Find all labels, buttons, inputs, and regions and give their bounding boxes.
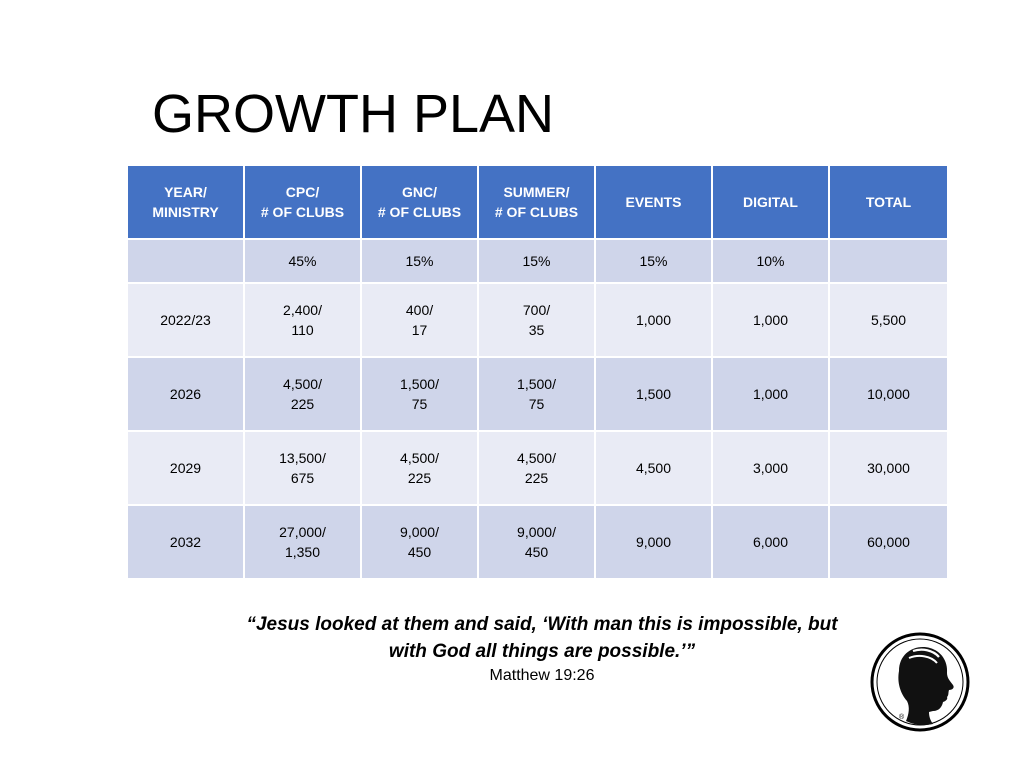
scripture-quote: “Jesus looked at them and said, ‘With ma… — [246, 614, 838, 662]
header-digital: DIGITAL — [711, 164, 830, 240]
cpc-cell: 13,500/675 — [243, 430, 362, 506]
table-row: 2032 27,000/1,350 9,000/450 9,000/450 9,… — [126, 504, 949, 580]
scripture-citation: Matthew 19:26 — [489, 667, 595, 684]
percent-cell — [126, 238, 245, 284]
table-row: 2026 4,500/225 1,500/75 1,500/75 1,500 1… — [126, 356, 949, 432]
total-cell: 10,000 — [828, 356, 949, 432]
summer-cell: 700/35 — [477, 282, 596, 358]
percent-cell: 45% — [243, 238, 362, 284]
digital-cell: 3,000 — [711, 430, 830, 506]
child-profile-logo-icon: ® — [870, 632, 970, 732]
percent-cell — [828, 238, 949, 284]
year-cell: 2022/23 — [126, 282, 245, 358]
summer-cell: 4,500/225 — [477, 430, 596, 506]
digital-cell: 1,000 — [711, 356, 830, 432]
header-gnc: GNC/# OF CLUBS — [360, 164, 479, 240]
gnc-cell: 400/17 — [360, 282, 479, 358]
year-cell: 2032 — [126, 504, 245, 580]
percent-row: 45% 15% 15% 15% 10% — [126, 238, 949, 284]
percent-cell: 10% — [711, 238, 830, 284]
table-row: 2022/23 2,400/110 400/17 700/35 1,000 1,… — [126, 282, 949, 358]
events-cell: 1,500 — [594, 356, 713, 432]
cpc-cell: 2,400/110 — [243, 282, 362, 358]
events-cell: 4,500 — [594, 430, 713, 506]
growth-plan-table: YEAR/MINISTRY CPC/# OF CLUBS GNC/# OF CL… — [126, 164, 949, 580]
gnc-cell: 9,000/450 — [360, 504, 479, 580]
table-row: 2029 13,500/675 4,500/225 4,500/225 4,50… — [126, 430, 949, 506]
percent-cell: 15% — [594, 238, 713, 284]
digital-cell: 1,000 — [711, 282, 830, 358]
header-year-ministry: YEAR/MINISTRY — [126, 164, 245, 240]
summer-cell: 9,000/450 — [477, 504, 596, 580]
percent-cell: 15% — [477, 238, 596, 284]
total-cell: 5,500 — [828, 282, 949, 358]
digital-cell: 6,000 — [711, 504, 830, 580]
header-cpc: CPC/# OF CLUBS — [243, 164, 362, 240]
year-cell: 2029 — [126, 430, 245, 506]
percent-cell: 15% — [360, 238, 479, 284]
total-cell: 60,000 — [828, 504, 949, 580]
header-summer: SUMMER/# OF CLUBS — [477, 164, 596, 240]
events-cell: 9,000 — [594, 504, 713, 580]
gnc-cell: 4,500/225 — [360, 430, 479, 506]
summer-cell: 1,500/75 — [477, 356, 596, 432]
events-cell: 1,000 — [594, 282, 713, 358]
total-cell: 30,000 — [828, 430, 949, 506]
cpc-cell: 4,500/225 — [243, 356, 362, 432]
header-row: YEAR/MINISTRY CPC/# OF CLUBS GNC/# OF CL… — [126, 164, 949, 240]
gnc-cell: 1,500/75 — [360, 356, 479, 432]
registered-mark: ® — [899, 713, 905, 721]
year-cell: 2026 — [126, 356, 245, 432]
header-events: EVENTS — [594, 164, 713, 240]
cpc-cell: 27,000/1,350 — [243, 504, 362, 580]
header-total: TOTAL — [828, 164, 949, 240]
slide-title: GROWTH PLAN — [152, 84, 555, 144]
